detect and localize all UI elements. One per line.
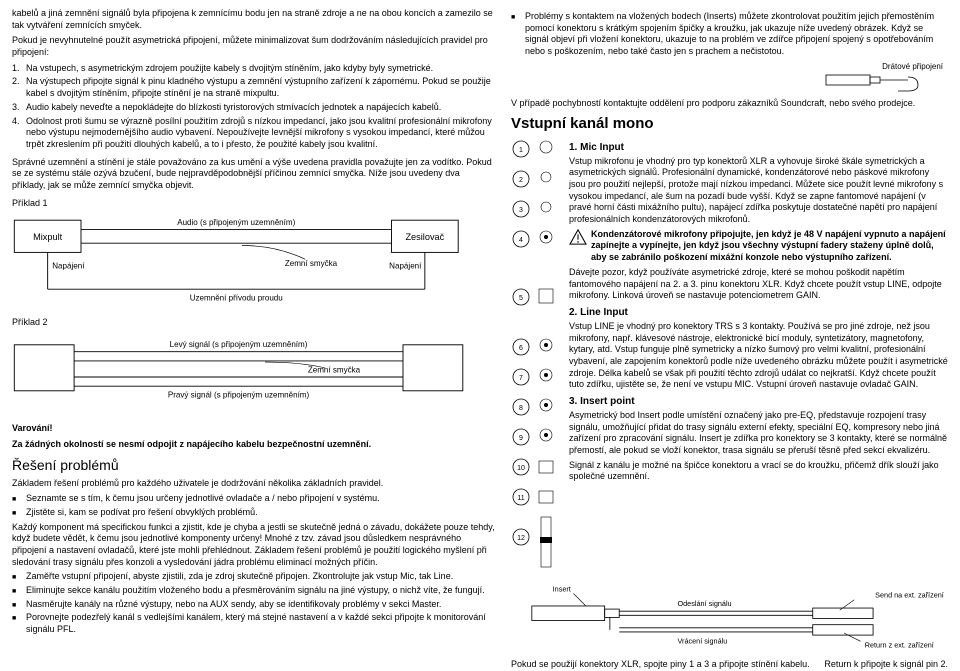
d1-ground: Uzemnění přívodu proudu [190, 294, 283, 303]
id-send-sig: Odeslání signálu [677, 599, 731, 608]
ts2-3: Nasměrujte kanály na různé výstupy, nebo… [12, 599, 495, 611]
svg-text:1: 1 [519, 147, 523, 154]
d2-loop: Zemní smyčka [308, 365, 361, 374]
warning-title: Varování! [12, 423, 495, 435]
id-return-sig: Vrácení signálu [677, 636, 727, 645]
intro-1: kabelů a jiná zemnění signálů byla připo… [12, 8, 495, 31]
insert-point-diagram: Insert Odeslání signálu Send na ext. zař… [511, 581, 948, 656]
sec1-warn-text: Kondenzátorové mikrofony připojujte, jen… [591, 229, 948, 264]
wire-connect-icon: Drátové připojení [818, 61, 948, 93]
sec3-para1: Asymetrický bod Insert podle umístění oz… [569, 410, 948, 457]
ground-loop-diagram-1: Mixpult Zesilovač Audio (s připojeným uz… [12, 211, 495, 303]
warning-text: Za žádných okolností se nesmí odpojit z … [12, 439, 495, 451]
svg-text:12: 12 [517, 535, 525, 542]
d1-power-l: Napájení [52, 262, 85, 271]
wire-label: Drátové připojení [882, 62, 944, 71]
id-insert: Insert [553, 584, 571, 593]
svg-text:7: 7 [519, 375, 523, 382]
channel-text: 1. Mic Input Vstup mikrofonu je vhodný p… [569, 137, 948, 577]
id-return: Return z ext. zařízení [865, 640, 934, 649]
svg-text:10: 10 [517, 465, 525, 472]
svg-text:4: 4 [519, 237, 523, 244]
sec1-para1: Vstup mikrofonu je vhodný pro typ konekt… [569, 156, 948, 226]
ground-loop-diagram-2: Levý signál (s připojeným uzemněním) Zem… [12, 331, 495, 412]
d1-audio: Audio (s připojeným uzemněním) [177, 218, 295, 227]
rule-4: Odolnost proti šumu se výrazně posílní p… [12, 116, 495, 151]
d1-amp: Zesilovač [405, 232, 444, 242]
warning-triangle-icon [569, 229, 587, 245]
svg-text:6: 6 [519, 345, 523, 352]
id-send: Send na ext. zařízení [875, 590, 944, 599]
ts2-4: Porovnejte podezřelý kanál s vedlejšími … [12, 612, 495, 635]
d1-mixpult: Mixpult [33, 232, 63, 242]
problems-para: Problémy s kontaktem na vložených bodech… [511, 11, 948, 58]
svg-text:5: 5 [519, 295, 523, 302]
insert-check: Problémy s kontaktem na vložených bodech… [511, 11, 948, 58]
example2-label: Příklad 2 [12, 317, 495, 329]
troubleshoot-para: Každý komponent má specifickou funkci a … [12, 522, 495, 569]
troubleshoot-list-2: Zaměřte vstupní připojení, abyste zjisti… [12, 571, 495, 635]
troubleshoot-heading: Řešení problémů [12, 456, 495, 474]
svg-text:2: 2 [519, 177, 523, 184]
svg-text:11: 11 [517, 495, 524, 502]
mono-body: 1 2 3 4 5 6 7 8 9 10 11 [511, 137, 948, 577]
example1-label: Příklad 1 [12, 198, 495, 210]
sec2-para: Vstup LINE je vhodný pro konektory TRS s… [569, 321, 948, 391]
mono-heading: Vstupní kanál mono [511, 114, 948, 134]
channel-strip-diagram: 1 2 3 4 5 6 7 8 9 10 11 [511, 137, 563, 577]
d2-right: Pravý signál (s připojeným uzemněním) [168, 390, 310, 399]
left-column: kabelů a jiná zemnění signálů byla připo… [12, 8, 495, 626]
d1-power-r: Napájení [389, 262, 422, 271]
doubt-para: V případě pochybností kontaktujte odděle… [511, 98, 948, 110]
rule-1: Na vstupech, s asymetrickým zdrojem použ… [12, 63, 495, 75]
sec2-title: 2. Line Input [569, 306, 948, 319]
intro-2: Pokud je nevyhnutelné použít asymetrická… [12, 35, 495, 58]
ts1-2: Zjistěte si, kam se podívat pro řešení o… [12, 507, 495, 519]
return-pin2: Return k připojte k signál pin 2. [824, 659, 948, 671]
connection-rules: Na vstupech, s asymetrickým zdrojem použ… [12, 63, 495, 151]
sec1-title: 1. Mic Input [569, 141, 948, 154]
right-column: Problémy s kontaktem na vložených bodech… [511, 8, 948, 626]
ts1-1: Seznamte se s tím, k čemu jsou určeny je… [12, 493, 495, 505]
grounding-explain: Správné uzemnění a stínění je stále pova… [12, 157, 495, 192]
rule-2: Na výstupech připojte signál k pinu klad… [12, 76, 495, 99]
sec1-warning: Kondenzátorové mikrofony připojujte, jen… [569, 229, 948, 264]
ts2-2: Eliminujte sekce kanálu použitím vložené… [12, 585, 495, 597]
ts2-1: Zaměřte vstupní připojení, abyste zjisti… [12, 571, 495, 583]
troubleshoot-intro: Základem řešení problémů pro každého uži… [12, 478, 495, 490]
sec1-para2: Dávejte pozor, když používáte asymetrick… [569, 267, 948, 302]
svg-text:9: 9 [519, 435, 523, 442]
rule-3: Audio kabely neveďte a nepokládejte do b… [12, 102, 495, 114]
d1-loop: Zemní smyčka [285, 260, 338, 269]
troubleshoot-list-1: Seznamte se s tím, k čemu jsou určeny je… [12, 493, 495, 518]
svg-text:8: 8 [519, 405, 523, 412]
footer-xlr: Pokud se použijí konektory XLR, spojte p… [511, 659, 948, 671]
sec3-title: 3. Insert point [569, 395, 948, 408]
d2-left: Levý signál (s připojeným uzemněním) [170, 340, 308, 349]
sec3-para2: Signál z kanálu je možné na špičce konek… [569, 460, 948, 483]
svg-text:3: 3 [519, 207, 523, 214]
